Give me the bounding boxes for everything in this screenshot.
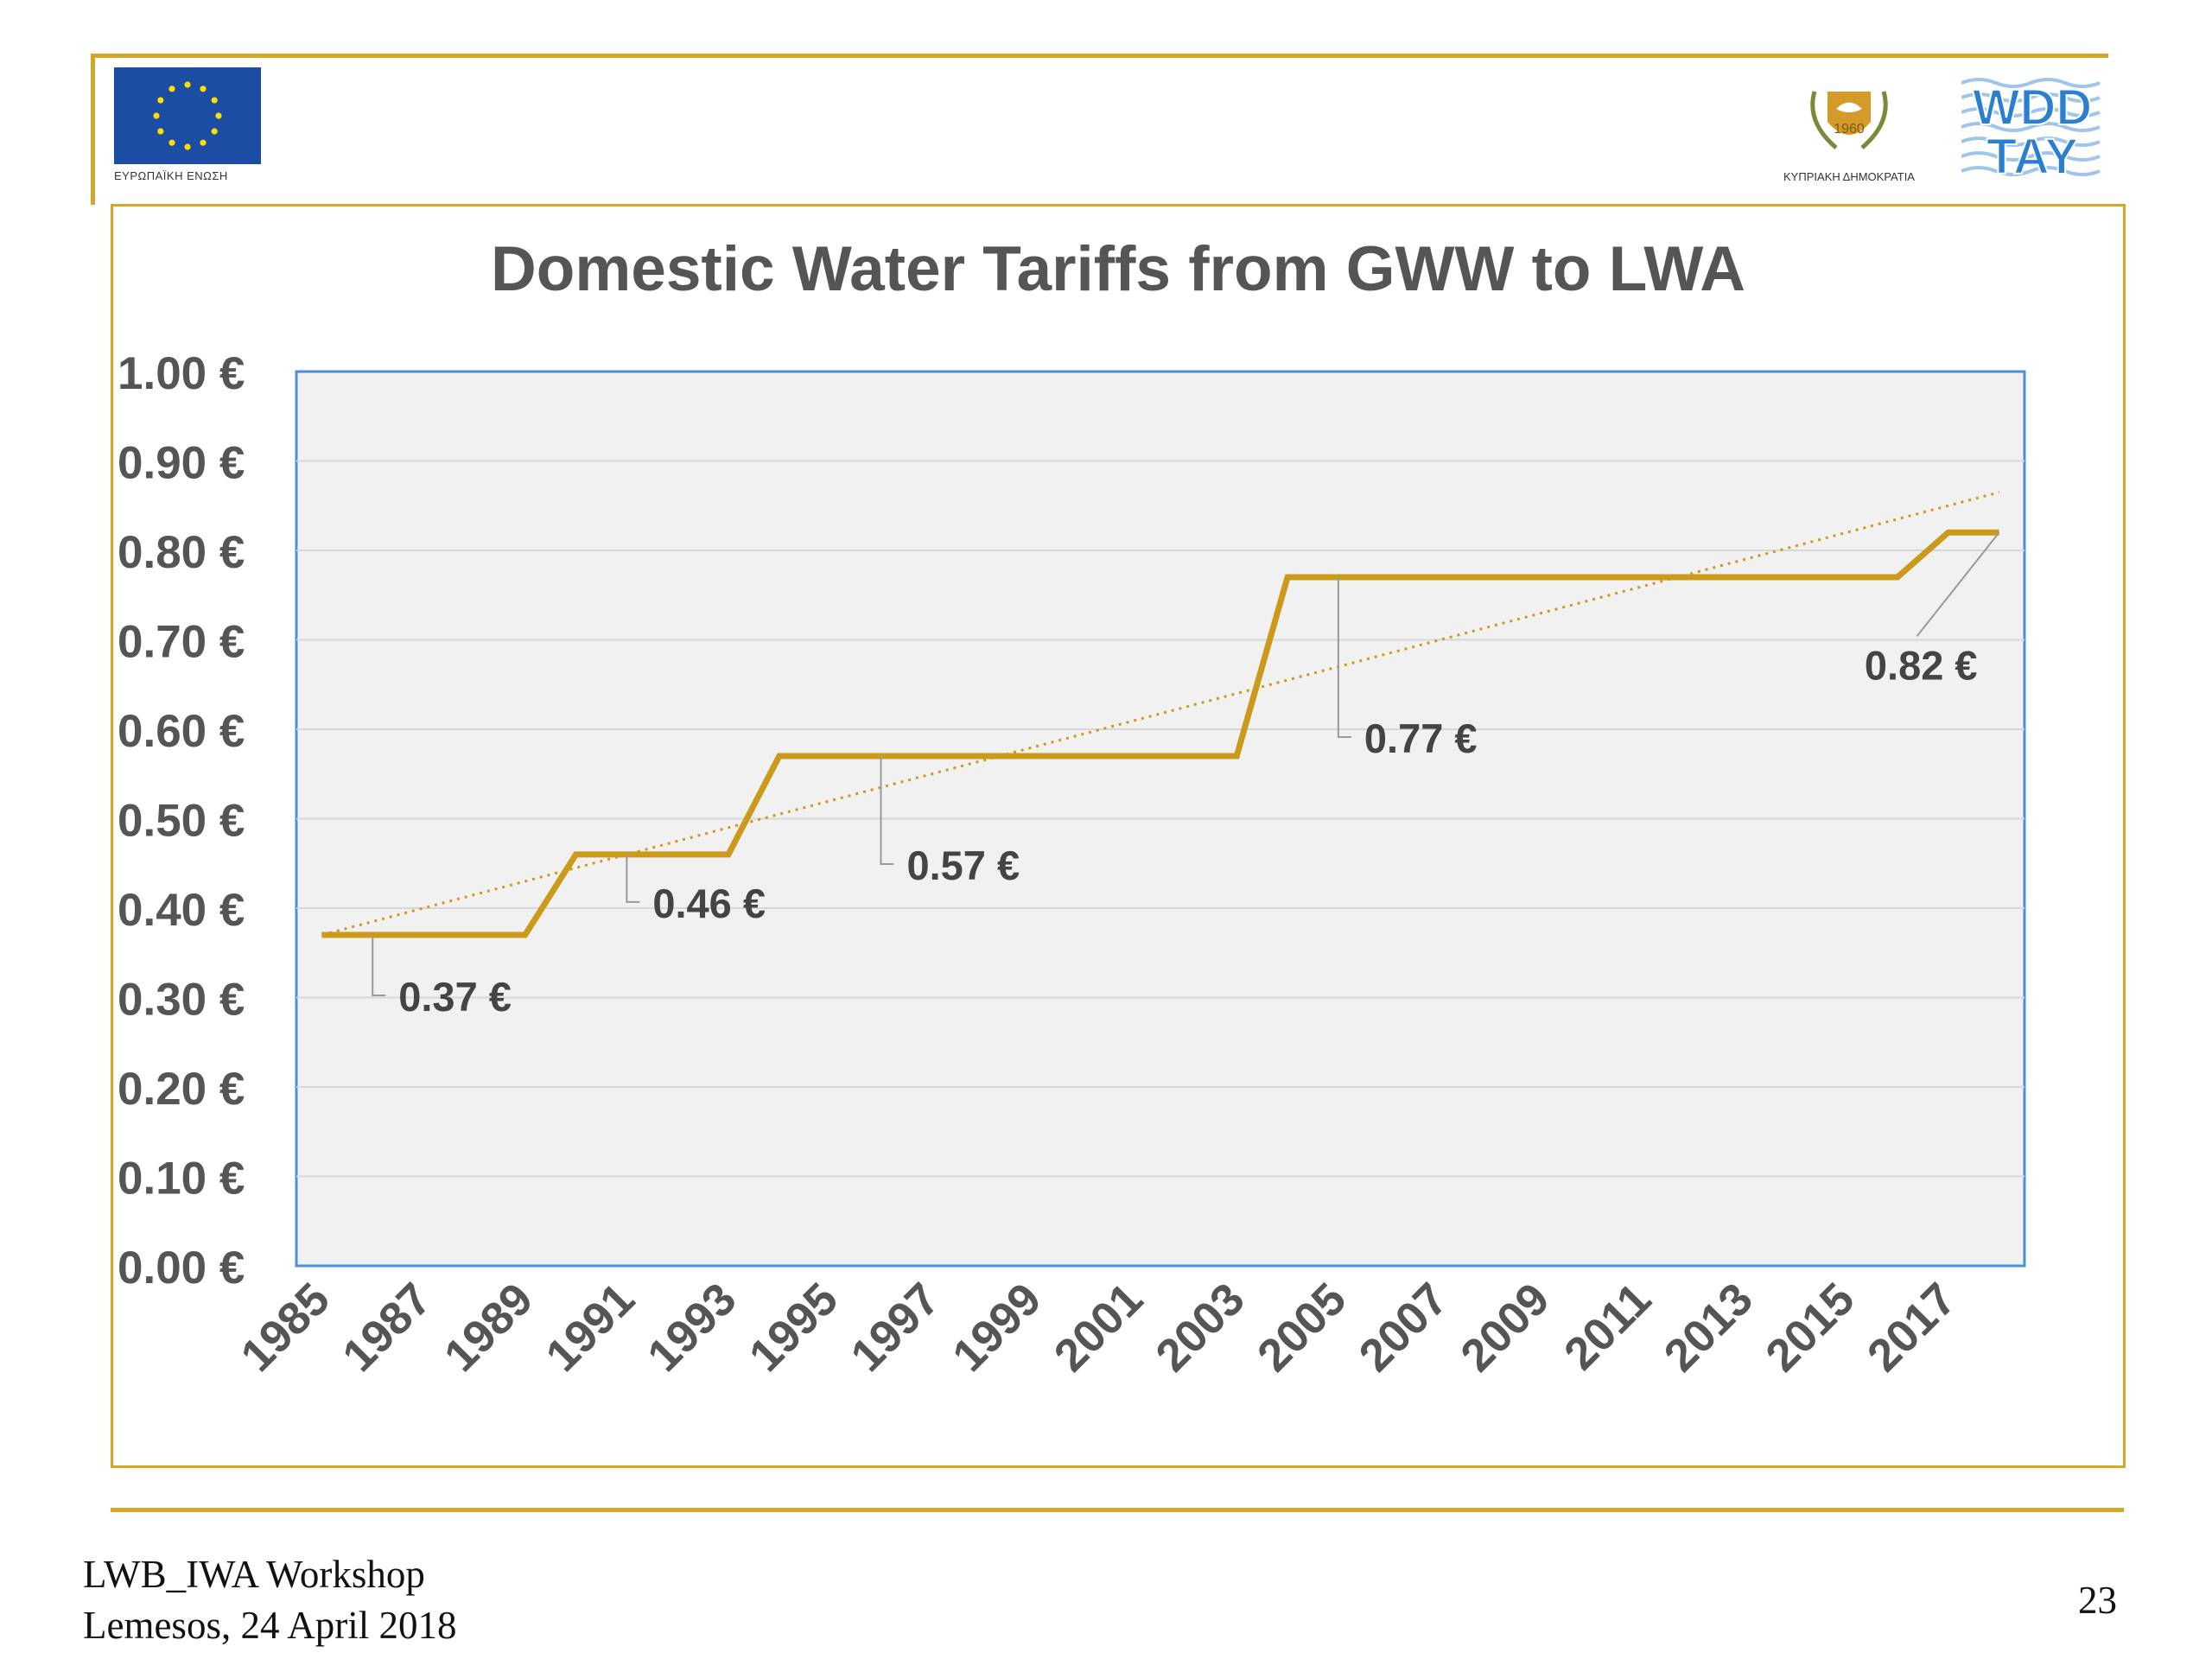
cyprus-caption: ΚΥΠΡΙΑΚΗ ΔΗΜΟΚΡΑΤΙΑ: [1783, 170, 1915, 183]
x-tick-label: 1999: [943, 1274, 1051, 1382]
annotation-leader: [372, 935, 386, 997]
x-tick-label: 2003: [1147, 1274, 1255, 1382]
x-tick-label: 2005: [1248, 1274, 1356, 1382]
annotation-leader: [626, 854, 640, 903]
eu-flag-icon: [114, 67, 261, 164]
x-tick-label: 2017: [1858, 1274, 1966, 1382]
footer-rule: [111, 1508, 2124, 1512]
y-tick-label: 0.50 €: [118, 796, 245, 847]
wdd-logo: WDD TAY: [1961, 74, 2104, 187]
annotation-leader: [1337, 577, 1351, 739]
data-label: 0.46 €: [652, 880, 766, 926]
footer-location-date: Lemesos, 24 April 2018: [83, 1604, 457, 1647]
y-tick-label: 1.00 €: [118, 348, 245, 399]
eu-logo-caption: ΕΥΡΩΠΑΪΚΗ ΕΝΩΣΗ: [114, 169, 228, 182]
data-label: 0.82 €: [1865, 642, 1978, 688]
y-tick-label: 0.90 €: [118, 438, 245, 489]
y-tick-label: 0.10 €: [118, 1154, 245, 1205]
x-tick-label: 1995: [740, 1274, 848, 1382]
x-tick-label: 2001: [1045, 1274, 1153, 1382]
chart-frame: [111, 204, 2126, 1468]
data-label: 0.77 €: [1364, 715, 1478, 761]
x-tick-label: 2015: [1757, 1274, 1865, 1382]
y-tick-label: 0.70 €: [118, 617, 245, 668]
eu-stars-icon: [153, 81, 222, 150]
x-tick-label: 1987: [333, 1274, 441, 1382]
x-tick-label: 1985: [232, 1274, 340, 1382]
chart-title: Domestic Water Tariffs from GWW to LWA: [491, 234, 1745, 304]
header-side-rule: [91, 54, 95, 205]
x-tick-label: 1993: [638, 1274, 746, 1382]
annotation-leader: [880, 756, 894, 866]
svg-text:1960: 1960: [1834, 122, 1865, 137]
page-number: 23: [2078, 1579, 2117, 1622]
svg-text:TAY: TAY: [1986, 129, 2078, 185]
y-tick-label: 0.30 €: [118, 975, 245, 1026]
series-line: [321, 529, 1999, 938]
data-label: 0.57 €: [906, 842, 1020, 888]
x-tick-label: 2013: [1655, 1274, 1763, 1382]
x-tick-label: 2011: [1554, 1274, 1661, 1380]
footer-event: LWB_IWA Workshop: [83, 1553, 425, 1596]
wdd-logo-icon: WDD TAY: [1961, 78, 2101, 186]
y-tick-label: 0.20 €: [118, 1064, 245, 1115]
annotation-leader: [1916, 531, 2000, 637]
header-rule: [91, 54, 2108, 58]
x-tick-label: 1991: [537, 1274, 645, 1382]
x-tick-label: 1989: [435, 1274, 543, 1382]
y-tick-label: 0.60 €: [118, 706, 245, 757]
svg-text:WDD: WDD: [1973, 79, 2093, 136]
data-label: 0.37 €: [398, 974, 512, 1020]
y-tick-label: 0.40 €: [118, 885, 245, 936]
trend-line: [321, 491, 1999, 937]
x-tick-label: 1997: [842, 1274, 950, 1382]
cyprus-emblem: 1960 ΚΥΠΡΙΑΚΗ ΔΗΜΟΚΡΑΤΙΑ: [1763, 74, 1936, 187]
x-tick-label: 2007: [1350, 1274, 1458, 1382]
eu-logo: ΕΥΡΩΠΑΪΚΗ ΕΝΩΣΗ: [114, 67, 265, 188]
cyprus-emblem-icon: 1960: [1810, 91, 1888, 149]
x-tick-label: 2009: [1452, 1274, 1560, 1382]
y-tick-label: 0.80 €: [118, 527, 245, 578]
y-tick-label: 0.00 €: [118, 1243, 245, 1294]
